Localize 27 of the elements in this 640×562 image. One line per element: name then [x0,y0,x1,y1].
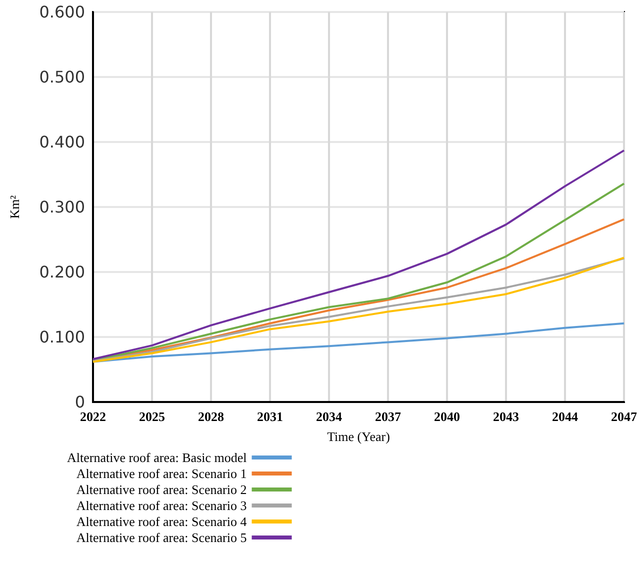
x-tick-label: 2037 [375,409,402,424]
y-tick-label: 0.200 [39,262,85,282]
y-tick-label: 0.400 [39,132,85,152]
x-tick-label: 2040 [434,409,460,424]
legend-label: Alternative roof area: Scenario 5 [76,530,247,545]
x-tick-label: 2025 [139,409,166,424]
x-tick-label: 2043 [493,409,520,424]
legend-label: Alternative roof area: Scenario 1 [76,466,247,481]
x-tick-label: 2044 [552,409,578,424]
x-tick-label: 2031 [257,409,283,424]
line-series [92,149,625,360]
legend-label: Alternative roof area: Scenario 2 [76,482,247,497]
y-axis-title: Km² [7,195,22,219]
x-tick-label: 2047 [611,409,638,424]
x-axis-title: Time (Year) [327,429,390,444]
line-series [92,182,625,362]
y-tick-label: 0.300 [39,198,85,216]
legend-label: Alternative roof area: Basic model [66,450,248,465]
x-tick-label: 2034 [316,409,342,424]
x-tick-label: 2028 [198,409,224,424]
y-tick-label: 0.500 [39,68,85,86]
y-tick-label: 0 [74,392,85,412]
legend-label: Alternative roof area: Scenario 3 [76,498,247,513]
y-tick-label: 0.100 [39,328,85,346]
x-tick-label: 2022 [80,409,106,424]
y-tick-label: 0.600 [39,2,85,22]
legend-label: Alternative roof area: Scenario 4 [76,514,248,529]
